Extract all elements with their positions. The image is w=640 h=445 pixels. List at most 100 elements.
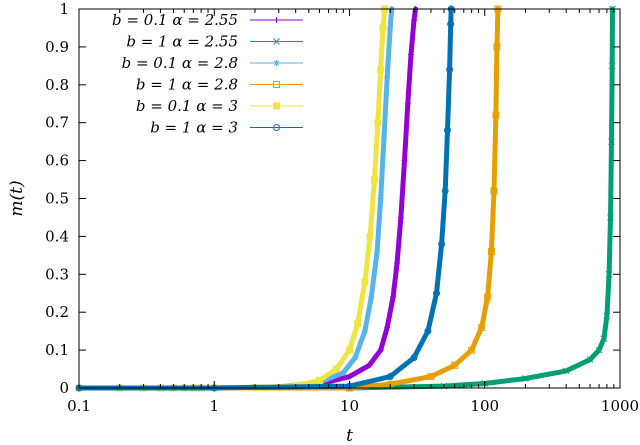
y-tick-label: 0.7 [45,114,69,132]
legend-entry: b = 0.1 α = 3 [136,97,303,115]
data-point [370,176,378,184]
y-axis-label: m(t) [7,180,27,216]
y-tick-label: 0.9 [45,38,69,56]
data-point [384,74,391,81]
legend-entry: b = 0.1 α = 2.55 [112,11,303,29]
data-point [603,312,611,320]
series-4 [75,5,502,392]
data-point [315,376,323,384]
data-point [361,278,369,286]
y-tick-label: 0.5 [45,190,69,208]
legend-label: b = 1 α = 3 [150,119,238,137]
data-point [366,232,374,240]
data-point [441,187,449,195]
series-line [76,6,501,391]
x-tick-label: 1000 [601,397,639,415]
data-point [562,367,570,375]
y-tick-label: 0.1 [45,341,69,359]
data-point [394,259,401,266]
data-point [332,365,340,373]
y-tick-label: 0.2 [45,303,69,321]
data-point [381,134,388,141]
legend-marker [273,38,280,45]
x-tick-label: 0.1 [67,397,91,415]
legend-label: b = 0.1 α = 3 [136,97,238,115]
data-point [608,62,616,70]
legend-marker [273,81,280,88]
x-axis-label: t [346,426,353,445]
y-tick-label: 0 [59,379,69,397]
data-point [346,373,353,380]
data-point [340,369,347,376]
legend-marker [273,17,280,23]
data-point [490,187,498,195]
data-point [379,24,387,32]
data-point [390,294,397,301]
data-point [387,24,394,31]
data-point [397,214,404,221]
x-tick-label: 1 [209,397,219,415]
data-point [607,214,614,221]
x-tick-label: 100 [470,397,499,415]
y-tick-label: 0.4 [45,227,69,245]
data-point [493,43,501,51]
y-tick-label: 0.3 [45,265,69,283]
data-point [446,66,454,74]
data-point [595,346,603,354]
data-point [608,138,615,146]
legend-entry: b = 1 α = 2.8 [136,76,303,94]
data-point [410,354,418,362]
data-point [433,289,441,297]
y-tick-label: 1 [59,0,69,18]
data-point [366,362,373,369]
legend-marker [273,60,280,66]
data-point [368,294,375,301]
data-point [377,347,384,354]
data-point [411,17,418,24]
legend-marker [273,124,280,131]
data-point [468,346,476,354]
data-point [451,361,459,369]
data-point [600,335,608,343]
legend-label: b = 1 α = 2.8 [136,76,238,94]
data-point [443,126,451,134]
data-point [605,270,613,278]
data-point [492,111,500,119]
data-point [487,248,495,256]
x-tick-label: 10 [340,397,359,415]
legend: b = 0.1 α = 2.55 b = 1 α = 2.55 b = 0.1 α … [112,11,303,137]
data-point [447,20,455,28]
legend-label: b = 0.1 α = 2.55 [112,11,238,29]
legend-entry: b = 1 α = 3 [150,119,303,137]
data-point [354,320,362,328]
legend-label: b = 0.1 α = 2.8 [122,54,238,72]
data-point [478,323,486,331]
data-point [424,327,432,335]
data-point [522,375,529,382]
y-tick-label: 0.8 [45,76,69,94]
data-point [408,51,415,58]
y-tick-label: 0.6 [45,152,69,170]
legend-entry: b = 1 α = 2.55 [126,33,303,51]
data-point [386,373,394,381]
data-point [401,157,408,164]
ticks-layer: 0.1 1 10 100 100000.10.20.30.40.50.60.70.80.… [45,0,639,415]
data-point [427,373,435,381]
data-point [346,346,353,354]
data-point [377,66,385,74]
data-point [484,293,492,301]
data-point [374,119,382,127]
legend-entry: b = 0.1 α = 2.8 [122,54,303,72]
data-point [377,195,384,202]
data-point [374,248,381,255]
data-point [438,240,446,248]
series-line [76,6,615,391]
data-point [404,100,411,107]
legend-marker [273,102,280,110]
data-point [361,328,368,335]
data-point [586,356,594,363]
legend-label: b = 1 α = 2.55 [126,33,238,51]
data-point [352,354,359,361]
data-point [384,324,391,331]
